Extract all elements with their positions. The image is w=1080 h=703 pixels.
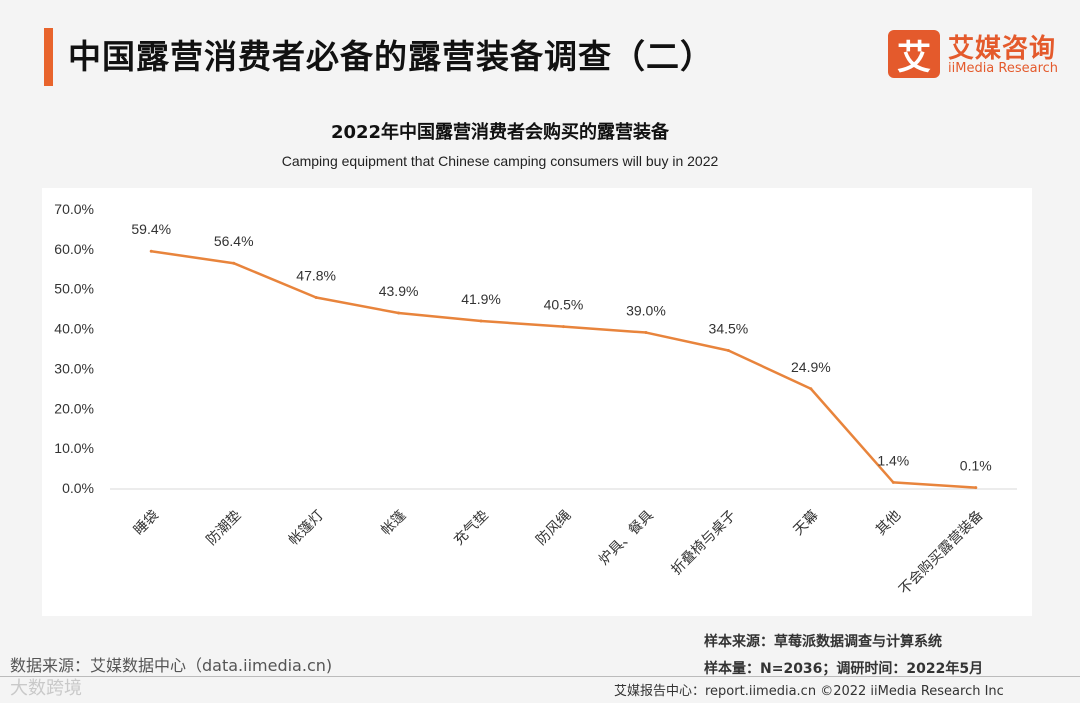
- data-point: [149, 249, 153, 253]
- x-tick-label: 其他: [873, 508, 904, 539]
- data-label: 39.0%: [626, 303, 666, 319]
- y-tick-label: 60.0%: [54, 241, 94, 257]
- series-line: [151, 250, 976, 489]
- data-point: [891, 480, 895, 484]
- data-point: [974, 486, 978, 490]
- data-label: 0.1%: [960, 458, 992, 474]
- x-tick-label: 充气垫: [451, 508, 492, 549]
- data-label: 47.8%: [296, 267, 336, 283]
- x-tick-label: 睡袋: [131, 508, 162, 539]
- x-tick-label: 帐篷: [378, 508, 409, 539]
- data-point: [809, 387, 813, 391]
- data-point: [397, 311, 401, 315]
- data-point: [562, 325, 565, 329]
- x-tick-label: 折叠椅与桌子: [669, 508, 740, 579]
- data-label: 40.5%: [544, 297, 584, 313]
- footer-sample-source: 样本来源：草莓派数据调查与计算系统: [704, 634, 942, 650]
- x-tick-label: 帐篷灯: [286, 508, 327, 549]
- page-title: 中国露营消费者必备的露营装备调查（二）: [68, 37, 714, 76]
- logo-mark: 艾: [888, 30, 940, 78]
- logo-cn-text: 艾媒咨询: [948, 34, 1057, 64]
- footer-sample-size: 样本量：N=2036；调研时间：2022年5月: [704, 661, 984, 677]
- data-point: [314, 295, 318, 299]
- chart-panel: 0.0% 10.0% 20.0% 30.0% 40.0% 50.0% 60.0% 70.0% 5…: [42, 188, 1032, 616]
- y-tick-label: 70.0%: [54, 201, 94, 217]
- data-point: [479, 319, 483, 323]
- data-point: [644, 331, 648, 335]
- data-label: 1.4%: [877, 452, 909, 468]
- x-tick-label: 防潮垫: [203, 508, 244, 549]
- y-tick-label: 0.0%: [62, 480, 94, 496]
- data-label: 41.9%: [461, 291, 501, 307]
- watermark: 大数跨境: [10, 678, 82, 699]
- chart-title: 2022年中国露营消费者会购买的露营装备: [330, 122, 670, 143]
- footer-divider: [0, 676, 1080, 677]
- x-tick-label: 防风绳: [533, 508, 574, 549]
- data-point: [232, 261, 236, 265]
- y-tick-label: 50.0%: [54, 281, 94, 297]
- x-tick-label: 不会购买露营装备: [895, 507, 986, 598]
- data-label: 56.4%: [214, 233, 254, 249]
- data-point: [726, 348, 730, 352]
- y-tick-label: 30.0%: [54, 360, 94, 376]
- footer-report-center: 艾媒报告中心：report.iimedia.cn ©2022 iiMedia R…: [614, 684, 1004, 699]
- brand-logo: 艾 艾媒咨询 iiMedia Research: [888, 28, 1058, 80]
- y-tick-label: 20.0%: [54, 400, 94, 416]
- data-label: 34.5%: [709, 320, 749, 336]
- title-accent-bar: [44, 28, 53, 86]
- y-tick-label: 40.0%: [54, 321, 94, 337]
- logo-en-text: iiMedia Research: [948, 61, 1059, 76]
- x-tick-label: 天幕: [791, 508, 822, 539]
- footer-data-source: 数据来源：艾媒数据中心（data.iimedia.cn): [10, 656, 333, 675]
- data-label: 24.9%: [791, 359, 831, 375]
- x-tick-label: 炉具、餐具: [596, 508, 657, 569]
- data-label: 43.9%: [379, 283, 419, 299]
- line-chart: 0.0% 10.0% 20.0% 30.0% 40.0% 50.0% 60.0% 70.0% 5…: [54, 201, 1017, 598]
- y-tick-label: 10.0%: [54, 440, 94, 456]
- data-label: 59.4%: [131, 221, 171, 237]
- chart-subtitle: Camping equipment that Chinese camping c…: [281, 153, 719, 169]
